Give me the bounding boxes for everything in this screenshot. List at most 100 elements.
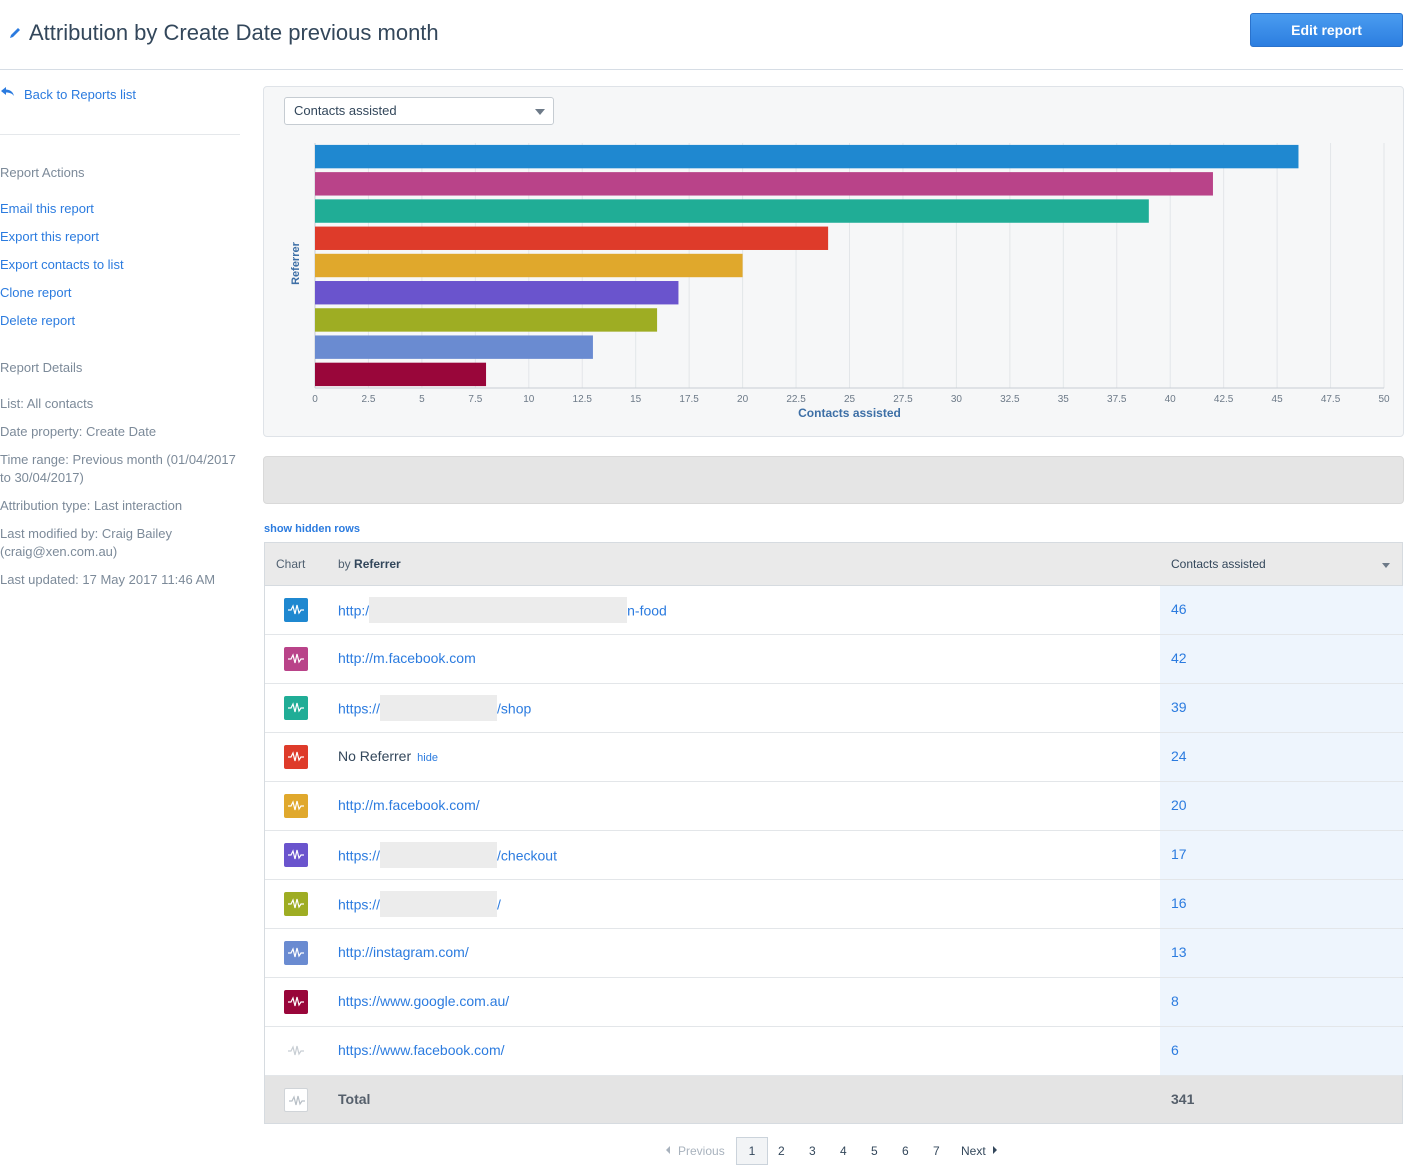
contacts-assisted-value[interactable]: 39	[1171, 699, 1187, 715]
contacts-assisted-value[interactable]: 46	[1171, 601, 1187, 617]
x-tick-label: 50	[1378, 394, 1390, 405]
table-row: http://m.facebook.com 42	[265, 635, 1403, 684]
next-page-button[interactable]: Next	[961, 1144, 997, 1158]
referrer-label[interactable]: http://instagram.com/	[338, 944, 469, 960]
chevron-down-icon	[535, 109, 545, 115]
export-report-link[interactable]: Export this report	[0, 229, 99, 244]
page-2-button[interactable]: 2	[778, 1144, 785, 1158]
value-cell	[1160, 684, 1403, 732]
referrer-label[interactable]: http://m.facebook.com/	[338, 797, 480, 813]
chart-toggle-icon[interactable]	[284, 892, 308, 916]
value-cell	[1160, 978, 1403, 1026]
column-header-contacts-assisted[interactable]: Contacts assisted	[1171, 557, 1266, 571]
value-cell	[1160, 880, 1403, 928]
detail-time-range: Time range: Previous month (01/04/2017 t…	[0, 452, 236, 485]
referrer-label[interactable]: https:// /	[338, 891, 501, 917]
x-tick-label: 22.5	[786, 394, 806, 405]
referrer-label[interactable]: https:// /checkout	[338, 842, 557, 868]
contacts-assisted-value[interactable]: 17	[1171, 846, 1187, 862]
chart-toggle-icon[interactable]	[284, 647, 308, 671]
contacts-assisted-value[interactable]: 42	[1171, 650, 1187, 666]
hide-row-link[interactable]: hide	[417, 752, 438, 764]
export-contacts-link[interactable]: Export contacts to list	[0, 257, 124, 272]
contacts-assisted-value[interactable]: 8	[1171, 993, 1179, 1009]
table-header: Chart by Referrer Contacts assisted	[265, 543, 1402, 586]
chart-toggle-icon[interactable]	[284, 1088, 308, 1112]
contacts-assisted-value[interactable]: 13	[1171, 944, 1187, 960]
edit-report-button[interactable]: Edit report	[1250, 13, 1403, 47]
pencil-icon[interactable]	[8, 26, 22, 40]
redacted-segment	[369, 597, 628, 623]
table-row: https:// / 16	[265, 880, 1403, 929]
chart-toggle-icon[interactable]	[284, 696, 308, 720]
value-cell	[1160, 1027, 1403, 1075]
x-tick-label: 35	[1058, 394, 1070, 405]
column-header-referrer[interactable]: by Referrer	[338, 557, 401, 571]
chart-toggle-icon[interactable]	[284, 745, 308, 769]
bar	[315, 335, 593, 359]
detail-last-updated: Last updated: 17 May 2017 11:46 AM	[0, 572, 216, 587]
page-5-button[interactable]: 5	[871, 1144, 878, 1158]
report-actions-heading: Report Actions	[0, 165, 85, 180]
clone-report-link[interactable]: Clone report	[0, 285, 72, 300]
total-row: Total 341	[265, 1076, 1402, 1123]
contacts-assisted-value[interactable]: 6	[1171, 1042, 1179, 1058]
previous-page-button[interactable]: Previous	[666, 1144, 725, 1158]
chart-toggle-icon[interactable]	[284, 1039, 308, 1063]
value-cell	[1160, 782, 1403, 830]
bar	[315, 199, 1149, 223]
referrer-label[interactable]: https:// /shop	[338, 695, 531, 721]
total-value: 341	[1171, 1091, 1195, 1107]
value-cell	[1160, 831, 1403, 879]
x-tick-label: 7.5	[468, 394, 482, 405]
chart-toggle-icon[interactable]	[284, 990, 308, 1014]
bar	[315, 226, 829, 250]
x-tick-label: 12.5	[573, 394, 593, 405]
referrer-label[interactable]: https://www.google.com.au/	[338, 993, 509, 1009]
referrer-url-suffix: n-food	[627, 602, 667, 619]
detail-list: List: All contacts	[0, 396, 94, 411]
previous-label: Previous	[678, 1144, 725, 1158]
bar	[315, 308, 658, 332]
value-cell	[1160, 586, 1403, 634]
page-title: Attribution by Create Date previous mont…	[29, 20, 439, 45]
page-7-button[interactable]: 7	[933, 1144, 940, 1158]
bar	[315, 172, 1213, 196]
contacts-assisted-value[interactable]: 16	[1171, 895, 1187, 911]
contacts-assisted-value[interactable]: 20	[1171, 797, 1187, 813]
bar	[315, 362, 487, 387]
referrer-label[interactable]: http://m.facebook.com	[338, 650, 476, 666]
referrer-label[interactable]: http:/ n-food	[338, 597, 667, 623]
report-header: Attribution by Create Date previous mont…	[0, 0, 1415, 70]
page-4-button[interactable]: 4	[840, 1144, 847, 1158]
redacted-segment	[380, 695, 498, 721]
y-axis-title: Referrer	[290, 241, 302, 285]
referrer-url: http://m.facebook.com/	[338, 797, 480, 813]
bar-chart: 0 2.5 5 7.5 10 12.5 15 17.5 20 22.5 25 27.5 30 32.5 35…	[290, 143, 1390, 420]
page-1-button[interactable]: 1	[736, 1137, 768, 1165]
show-hidden-rows-link[interactable]: show hidden rows	[264, 523, 360, 535]
referrer-url: https://	[338, 700, 381, 717]
table-row: http:/ n-food 46	[265, 586, 1403, 635]
next-label: Next	[961, 1144, 986, 1158]
sort-caret-icon[interactable]	[1382, 563, 1390, 568]
chart-toggle-icon[interactable]	[284, 598, 308, 622]
back-arrow-icon[interactable]	[0, 86, 16, 98]
chart-toggle-icon[interactable]	[284, 941, 308, 965]
metric-select[interactable]: Contacts assisted	[284, 97, 554, 125]
page-6-button[interactable]: 6	[902, 1144, 909, 1158]
back-to-reports-link[interactable]: Back to Reports list	[24, 87, 136, 102]
x-tick-label: 15	[630, 394, 642, 405]
email-report-link[interactable]: Email this report	[0, 201, 94, 216]
delete-report-link[interactable]: Delete report	[0, 313, 76, 328]
referrer-label[interactable]: https://www.facebook.com/	[338, 1042, 505, 1058]
contacts-assisted-value[interactable]: 24	[1171, 748, 1187, 764]
detail-date-property: Date property: Create Date	[0, 424, 157, 439]
table-row: http://instagram.com/13	[265, 929, 1403, 978]
table-body: http:/n-food 46 http://m.facebook.com 42 htt…	[265, 586, 1403, 1123]
chart-toggle-icon[interactable]	[284, 794, 308, 818]
page-3-button[interactable]: 3	[809, 1144, 816, 1158]
x-tick-label: 20	[737, 394, 749, 405]
chart-toggle-icon[interactable]	[284, 843, 308, 867]
referrer-url-suffix: /checkout	[497, 847, 557, 864]
